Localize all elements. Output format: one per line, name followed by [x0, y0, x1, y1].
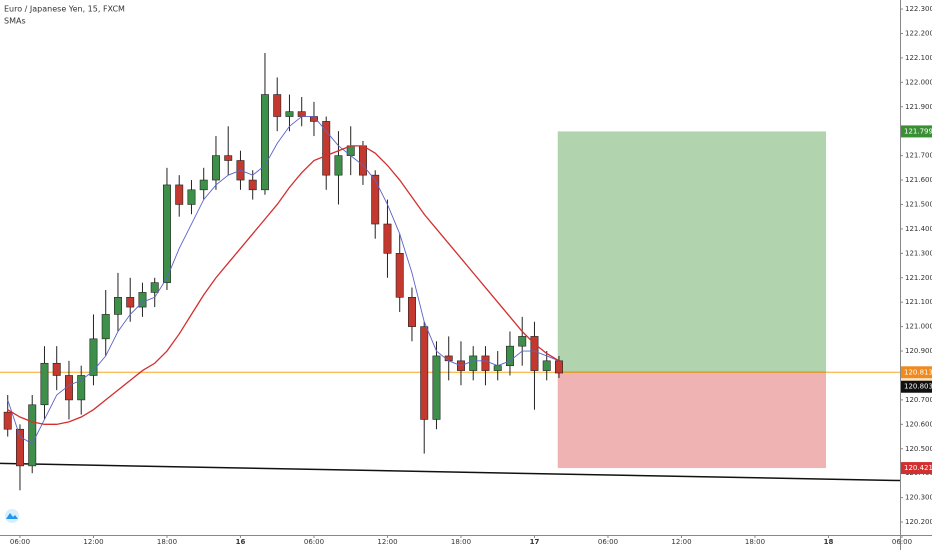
candle-body — [481, 355, 490, 371]
candle-body — [260, 94, 269, 191]
candle-body — [187, 189, 196, 205]
candle-body — [432, 355, 441, 420]
candle-body — [542, 360, 551, 371]
x-tick-label: 06:00 — [304, 538, 324, 546]
candle-body — [273, 94, 282, 117]
x-tick-label: 18:00 — [745, 538, 765, 546]
x-tick-label: 12:00 — [377, 538, 397, 546]
candle-body — [395, 253, 404, 298]
candle-body — [3, 411, 12, 430]
candle-body — [358, 145, 367, 176]
x-tick-label: 06:00 — [598, 538, 618, 546]
y-tick-label: 120.500 — [905, 445, 932, 453]
x-tick-label: 16 — [236, 538, 246, 546]
candle-body — [493, 365, 502, 371]
candle-body — [505, 345, 514, 367]
candle-body — [175, 184, 184, 205]
candle-body — [469, 355, 478, 371]
y-tick-label: 121.500 — [905, 200, 932, 208]
price-tag-label: 121.799 — [904, 127, 932, 135]
y-tick-label: 122.200 — [905, 29, 932, 37]
candle-body — [371, 174, 380, 225]
y-tick-label: 121.400 — [905, 225, 932, 233]
candle-body — [126, 297, 135, 308]
plot-area — [0, 53, 900, 491]
y-tick-label: 121.300 — [905, 249, 932, 257]
x-tick-label: 17 — [530, 538, 540, 546]
price-tag-label: 120.803 — [904, 383, 932, 391]
y-tick-label: 120.300 — [905, 494, 932, 502]
candle-body — [211, 155, 220, 181]
x-tick-label: 12:00 — [671, 538, 691, 546]
x-tick-label: 06:00 — [892, 538, 912, 546]
candle-body — [77, 375, 86, 401]
candle-body — [530, 336, 539, 371]
y-tick-label: 121.700 — [905, 152, 932, 160]
candle-body — [28, 404, 37, 467]
y-tick-label: 120.600 — [905, 420, 932, 428]
candle-body — [162, 184, 171, 283]
price-tag-label: 120.421 — [904, 464, 932, 472]
sma-line — [7, 145, 560, 425]
price-tag-label: 120.813 — [904, 368, 932, 376]
y-tick-label: 120.200 — [905, 518, 932, 526]
trendline — [0, 462, 900, 482]
logo — [5, 509, 19, 523]
candle-body — [407, 297, 416, 327]
y-tick-label: 121.600 — [905, 176, 932, 184]
profit-zone — [557, 131, 827, 373]
price-tag — [901, 462, 932, 475]
symbol-title: Euro / Japanese Yen, 15, FXCM — [4, 5, 125, 14]
y-tick-label: 122.300 — [905, 5, 932, 13]
y-tick-label: 121.000 — [905, 323, 932, 331]
candle-body — [334, 155, 343, 176]
y-tick-label: 121.900 — [905, 103, 932, 111]
x-tick-label: 06:00 — [10, 538, 30, 546]
candle-body — [89, 338, 98, 376]
y-tick-label: 121.100 — [905, 298, 932, 306]
candle-body — [40, 362, 49, 406]
y-tick-label: 120.900 — [905, 347, 932, 355]
x-tick-label: 18:00 — [157, 538, 177, 546]
candle-body — [297, 111, 306, 117]
candle-body — [554, 360, 563, 374]
y-tick-label: 121.200 — [905, 274, 932, 282]
logo-mark — [6, 513, 18, 519]
price-tag — [901, 380, 932, 393]
candle-body — [199, 179, 208, 191]
candle-body — [101, 314, 110, 340]
candle-body — [138, 292, 147, 308]
candle-body — [150, 282, 159, 293]
sma-line — [7, 116, 560, 445]
candle-body — [224, 155, 233, 161]
candle-body — [15, 428, 24, 467]
candle-body — [285, 111, 294, 117]
candle-body — [518, 336, 527, 347]
candle-body — [383, 223, 392, 254]
y-tick-label: 122.000 — [905, 78, 932, 86]
x-tick-label: 18 — [824, 538, 834, 546]
candle-body — [322, 121, 331, 176]
y-tick-label: 120.700 — [905, 396, 932, 404]
y-tick-label: 122.100 — [905, 54, 932, 62]
candle-body — [52, 362, 61, 376]
candle-body — [248, 179, 257, 191]
x-tick-label: 12:00 — [83, 538, 103, 546]
price-tag — [901, 366, 932, 379]
x-tick-label: 18:00 — [451, 538, 471, 546]
candle-body — [420, 326, 429, 420]
price-tag — [901, 125, 932, 138]
indicator-label[interactable]: SMAs — [4, 17, 26, 26]
loss-zone — [557, 372, 827, 469]
candle-body — [113, 297, 122, 315]
